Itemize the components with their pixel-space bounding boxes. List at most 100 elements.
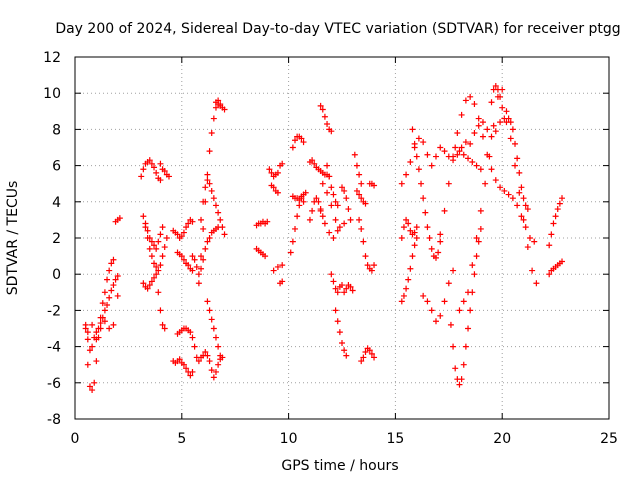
data-point — [155, 289, 162, 296]
data-point — [200, 256, 207, 263]
data-point — [294, 213, 301, 220]
data-point — [552, 213, 559, 220]
data-point — [428, 245, 435, 252]
data-point — [351, 151, 358, 158]
data-point — [418, 180, 425, 187]
series-e6 — [317, 102, 335, 135]
data-point — [533, 280, 540, 287]
data-point — [176, 356, 183, 363]
data-point — [330, 235, 337, 241]
data-point — [212, 202, 219, 209]
data-point — [185, 220, 192, 227]
data-point — [450, 267, 457, 274]
data-point — [146, 245, 153, 252]
series-f2 — [332, 307, 350, 359]
series-d2 — [253, 245, 269, 260]
data-point — [321, 220, 328, 227]
data-point — [432, 254, 439, 261]
data-point — [202, 349, 209, 356]
data-point — [208, 130, 215, 137]
series-c9 — [198, 177, 228, 238]
data-point — [422, 209, 429, 216]
data-point — [424, 298, 431, 305]
data-point — [413, 224, 420, 231]
data-point — [358, 225, 365, 232]
data-point — [279, 262, 286, 269]
data-point — [148, 238, 155, 245]
data-point — [522, 224, 529, 231]
data-point — [204, 238, 211, 245]
series-g5 — [420, 267, 457, 325]
data-point — [497, 119, 504, 126]
series-e2 — [289, 133, 307, 151]
data-point — [509, 126, 516, 133]
data-point — [180, 256, 187, 263]
series-f9 — [366, 180, 378, 189]
data-point — [371, 182, 378, 189]
data-point — [343, 352, 350, 359]
data-point — [509, 195, 516, 202]
data-point — [341, 347, 348, 354]
data-point — [101, 289, 108, 296]
data-point — [512, 140, 519, 147]
data-point — [546, 242, 553, 249]
data-point — [479, 119, 486, 126]
data-point — [524, 206, 531, 213]
data-point — [435, 249, 442, 256]
y-tick-label: 2 — [52, 231, 61, 247]
data-point — [289, 238, 296, 245]
data-point — [516, 169, 523, 176]
data-point — [153, 169, 160, 176]
data-point — [458, 111, 465, 118]
series-g7 — [447, 225, 484, 388]
data-point — [424, 151, 431, 158]
data-point — [454, 151, 461, 158]
data-point — [559, 258, 566, 265]
data-point — [148, 278, 155, 285]
data-point — [321, 113, 328, 120]
grid-lines — [75, 57, 609, 419]
data-point — [270, 184, 277, 191]
data-point — [215, 209, 222, 216]
data-point — [84, 329, 91, 336]
data-point — [189, 368, 196, 375]
data-point — [420, 139, 427, 146]
data-point — [326, 173, 333, 180]
data-point — [313, 195, 320, 202]
x-tick-label: 20 — [493, 431, 511, 447]
data-point — [200, 225, 207, 232]
data-point — [409, 126, 416, 133]
data-point — [420, 195, 427, 202]
data-point — [178, 233, 185, 240]
series-f1 — [328, 271, 345, 296]
data-point — [469, 262, 476, 269]
data-point — [91, 379, 98, 386]
data-point — [157, 177, 164, 184]
data-point — [317, 207, 324, 214]
data-point — [460, 298, 467, 305]
data-point — [298, 135, 305, 142]
data-point — [296, 202, 303, 209]
data-point — [279, 278, 286, 285]
data-point — [400, 224, 407, 231]
y-tick-label: -6 — [47, 376, 61, 392]
series-d5 — [270, 262, 286, 274]
data-point — [302, 189, 309, 196]
data-point — [462, 97, 469, 104]
data-point — [93, 336, 100, 343]
data-point — [441, 207, 448, 214]
series-f5 — [351, 151, 365, 187]
data-point — [212, 334, 219, 341]
series-c10 — [204, 298, 224, 359]
x-axis-label: GPS time / hours — [281, 458, 398, 474]
data-point — [339, 339, 345, 346]
data-point — [148, 160, 155, 167]
data-point — [514, 202, 521, 209]
data-point — [221, 106, 228, 113]
series-f4 — [339, 184, 354, 223]
data-point — [477, 225, 484, 232]
data-point — [507, 135, 514, 142]
data-point — [89, 343, 96, 350]
data-point — [334, 318, 341, 325]
data-point — [358, 180, 365, 187]
